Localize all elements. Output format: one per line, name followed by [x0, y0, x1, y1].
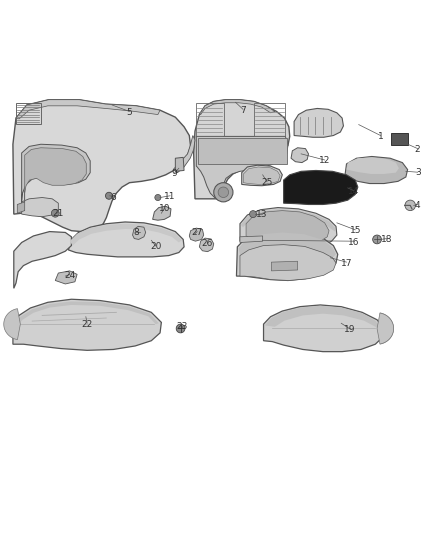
- Polygon shape: [199, 100, 275, 115]
- Text: 14: 14: [348, 187, 359, 196]
- Polygon shape: [246, 211, 329, 246]
- Bar: [392, 133, 408, 145]
- Text: 16: 16: [348, 238, 359, 247]
- Polygon shape: [70, 224, 182, 246]
- Polygon shape: [237, 231, 338, 280]
- Polygon shape: [242, 165, 283, 185]
- Polygon shape: [25, 148, 86, 202]
- Circle shape: [51, 209, 59, 217]
- Text: 5: 5: [127, 108, 132, 117]
- Polygon shape: [4, 309, 20, 340]
- Text: 3: 3: [415, 168, 420, 177]
- Polygon shape: [346, 157, 399, 174]
- Polygon shape: [265, 306, 381, 328]
- Text: 19: 19: [344, 325, 356, 334]
- Polygon shape: [239, 232, 336, 258]
- Polygon shape: [240, 207, 337, 249]
- Polygon shape: [189, 228, 204, 241]
- Polygon shape: [199, 238, 214, 252]
- Polygon shape: [240, 236, 263, 243]
- Text: 25: 25: [261, 178, 273, 187]
- Polygon shape: [198, 138, 287, 164]
- Circle shape: [250, 211, 257, 217]
- Text: 22: 22: [81, 320, 93, 329]
- Text: 9: 9: [172, 169, 177, 179]
- Circle shape: [214, 183, 233, 202]
- Polygon shape: [345, 157, 408, 183]
- Text: 12: 12: [319, 156, 330, 165]
- Polygon shape: [294, 108, 343, 138]
- Polygon shape: [68, 222, 184, 257]
- Polygon shape: [272, 261, 297, 271]
- Circle shape: [155, 195, 161, 200]
- Polygon shape: [14, 231, 71, 288]
- Polygon shape: [244, 167, 280, 184]
- Polygon shape: [291, 148, 308, 163]
- Polygon shape: [173, 135, 195, 173]
- Polygon shape: [13, 100, 191, 231]
- Text: 13: 13: [256, 211, 268, 220]
- Polygon shape: [13, 299, 161, 350]
- Text: 11: 11: [164, 192, 176, 201]
- Text: 1: 1: [378, 132, 383, 141]
- Circle shape: [176, 324, 185, 333]
- Text: 8: 8: [133, 228, 139, 237]
- Circle shape: [373, 235, 381, 244]
- Polygon shape: [21, 198, 58, 217]
- Text: 20: 20: [150, 243, 161, 252]
- Circle shape: [218, 187, 229, 198]
- Text: 2: 2: [415, 145, 420, 154]
- Circle shape: [106, 192, 113, 199]
- Text: 7: 7: [240, 106, 246, 115]
- Text: 10: 10: [159, 204, 170, 213]
- Text: 15: 15: [350, 226, 361, 235]
- Text: 26: 26: [201, 239, 212, 248]
- Polygon shape: [241, 209, 335, 231]
- Text: 21: 21: [53, 209, 64, 218]
- Polygon shape: [194, 100, 290, 199]
- Polygon shape: [55, 271, 77, 284]
- Polygon shape: [377, 313, 394, 344]
- Text: 6: 6: [110, 193, 116, 202]
- Polygon shape: [14, 302, 159, 328]
- Polygon shape: [196, 136, 288, 198]
- Polygon shape: [16, 100, 160, 119]
- Text: 18: 18: [381, 235, 393, 244]
- Polygon shape: [133, 227, 146, 239]
- Polygon shape: [284, 171, 358, 205]
- Polygon shape: [264, 305, 384, 352]
- Text: 23: 23: [176, 322, 187, 331]
- Polygon shape: [240, 245, 336, 280]
- Text: 4: 4: [415, 201, 420, 210]
- Polygon shape: [175, 157, 184, 171]
- Polygon shape: [17, 202, 25, 213]
- Text: 24: 24: [64, 271, 75, 280]
- Circle shape: [405, 200, 416, 211]
- Text: 17: 17: [341, 259, 352, 268]
- Polygon shape: [21, 144, 90, 205]
- Polygon shape: [152, 206, 171, 220]
- Text: 27: 27: [191, 228, 203, 237]
